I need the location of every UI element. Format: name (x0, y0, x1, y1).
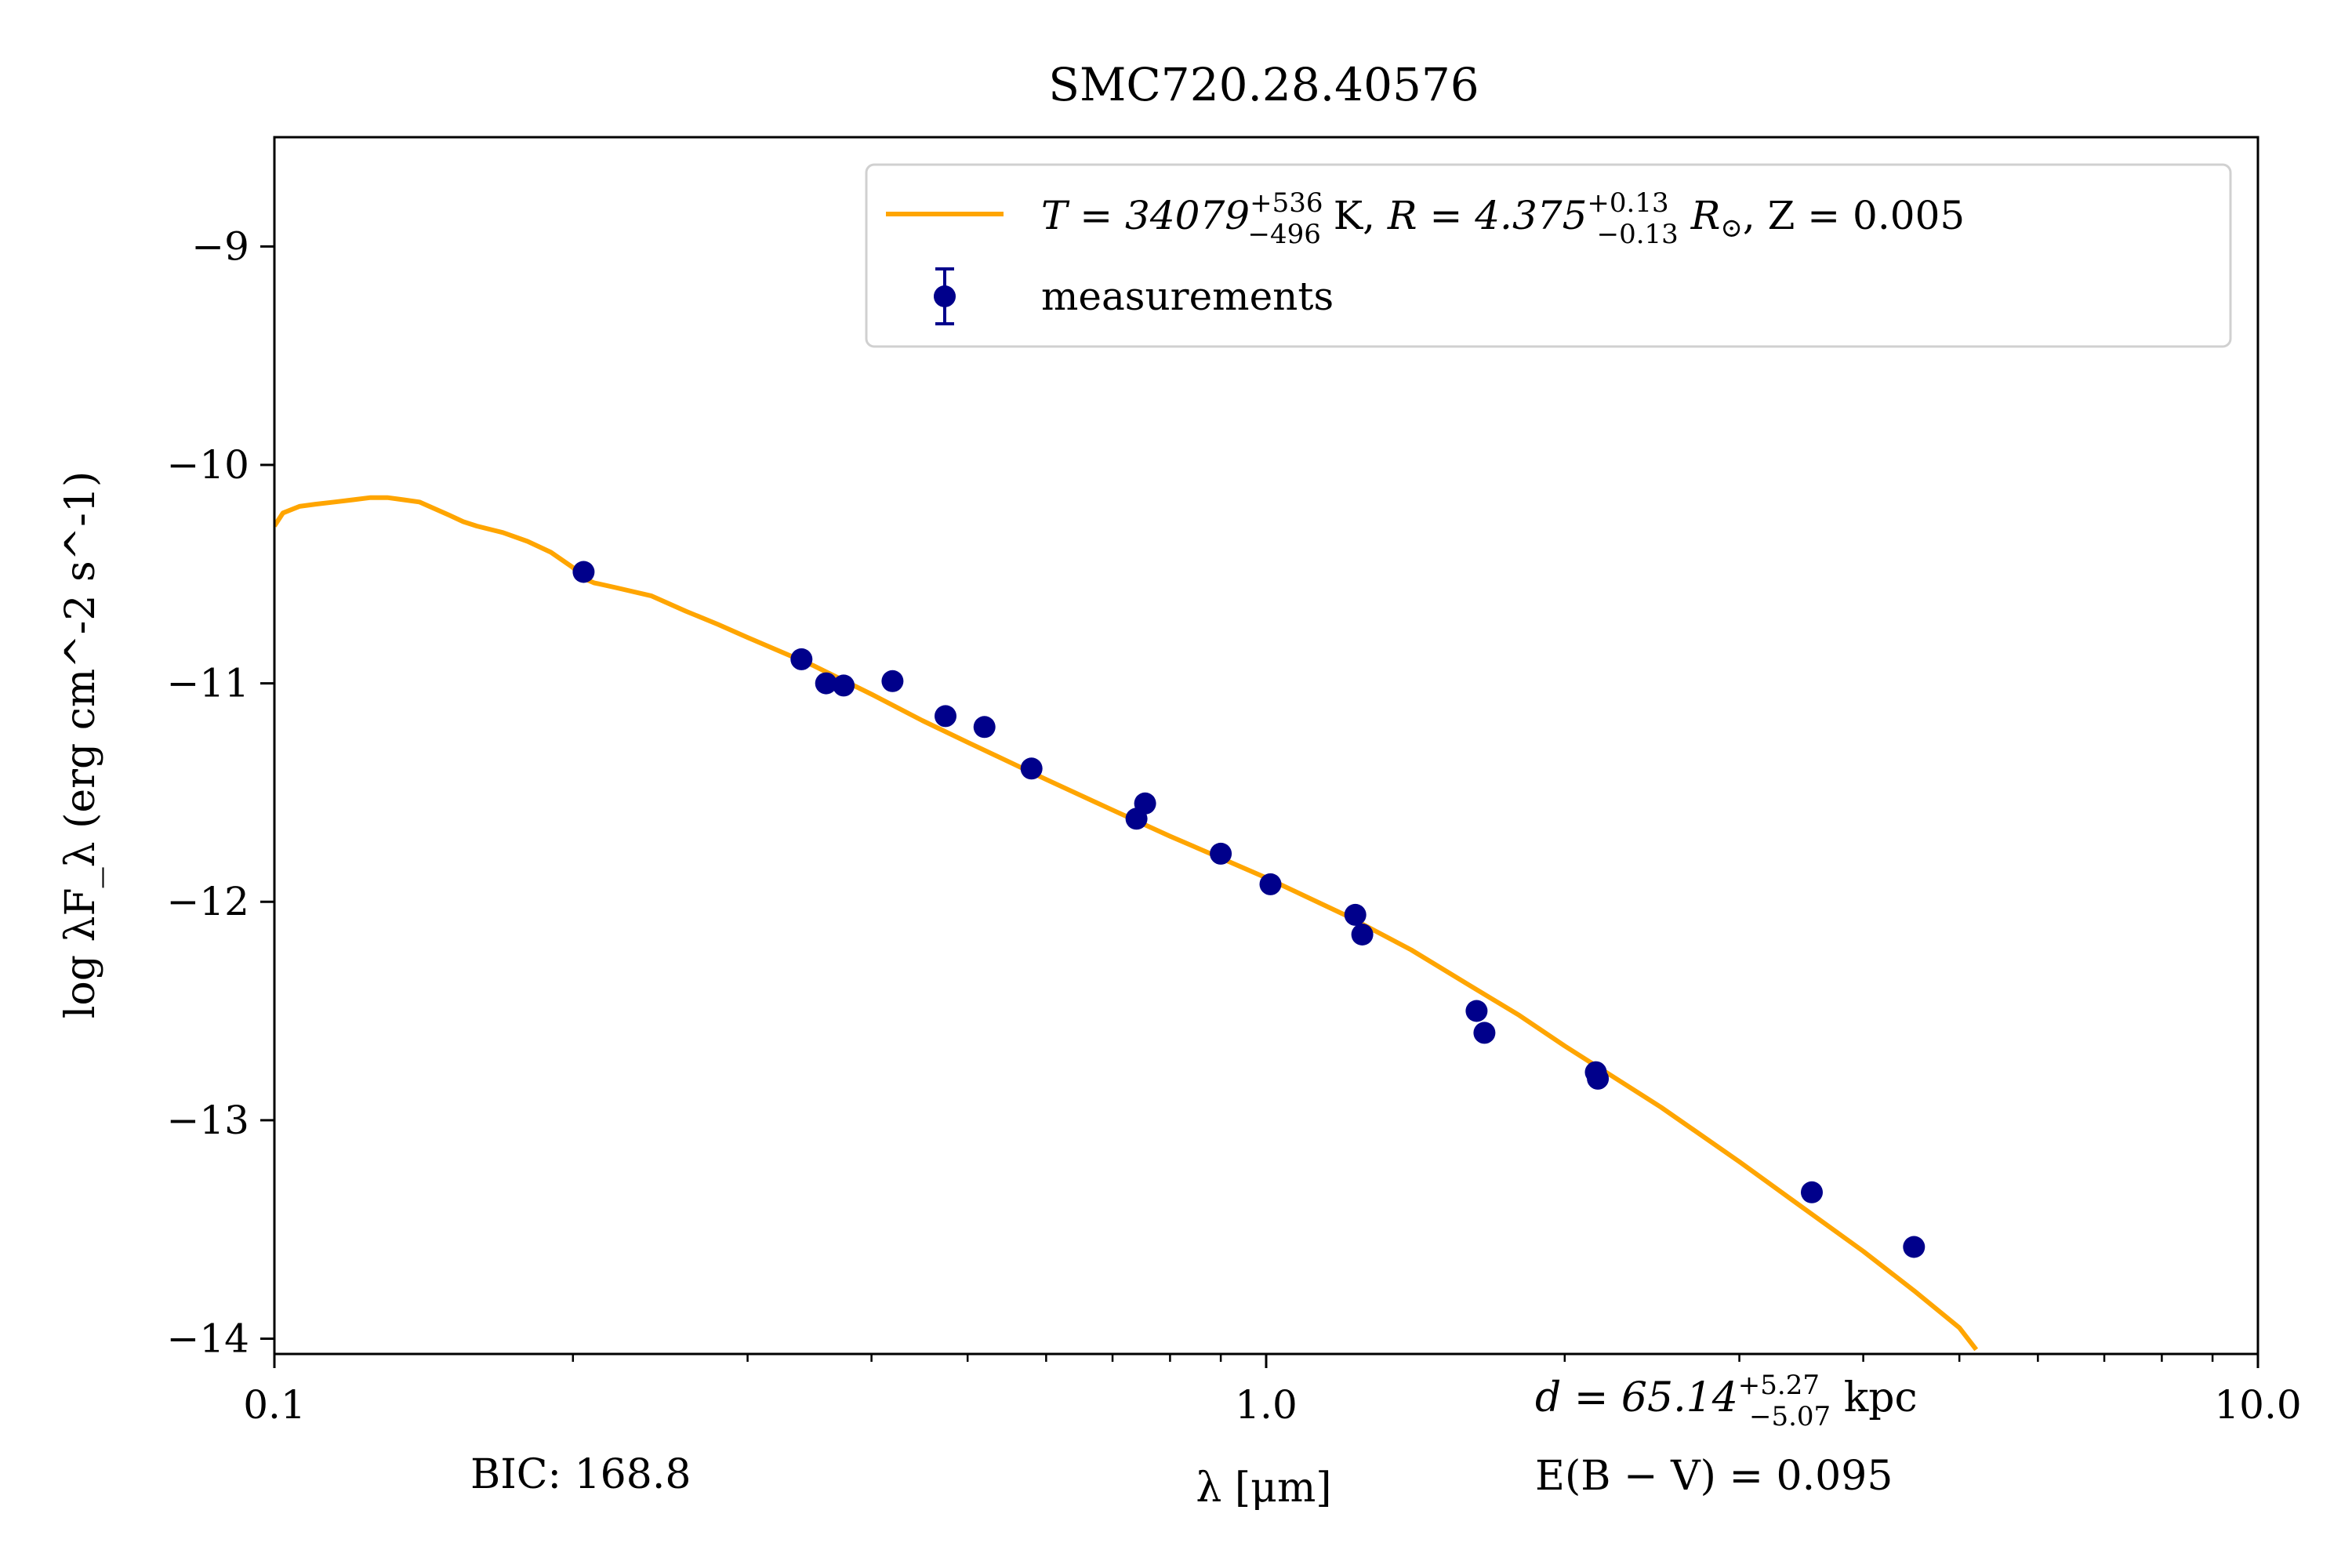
y-tick-label: −9 (191, 223, 249, 269)
x-tick-label: 1.0 (1235, 1382, 1298, 1428)
measurement-point (935, 705, 956, 728)
model-line (274, 495, 1979, 1352)
y-axis-label-text: log λF_λ (erg cm^-2 s^-1) (57, 471, 104, 1018)
measurement-point (973, 716, 996, 739)
legend-model-label: T = 34079+536 −496 K, R = 4.375+0.13 −0.13… (1041, 187, 1965, 250)
measurement-point (1344, 903, 1367, 926)
measurement-points (572, 561, 1926, 1258)
x-tick-label: 10.0 (2214, 1382, 2301, 1428)
bic-annotation: BIC: 168.8 (470, 1451, 691, 1498)
y-axis-ticks: −9 −10 −11 −12 −13 −14 (166, 223, 274, 1361)
x-tick-label: 0.1 (243, 1382, 306, 1428)
measurement-point (1587, 1067, 1610, 1090)
measurement-point (1020, 757, 1043, 780)
legend-measurement-marker (934, 267, 956, 325)
measurement-point (1134, 792, 1156, 815)
x-axis-ticks: 0.1 1.0 10.0 (243, 1354, 2302, 1428)
measurement-point (1351, 924, 1374, 946)
measurement-point (790, 648, 813, 670)
chart-title: SMC720.28.40576 (1048, 58, 1479, 111)
plot-area: 0.1 1.0 10.0 −9 −10 −11 −12 −13 −14 (166, 136, 2302, 1428)
y-tick-label: −13 (166, 1098, 249, 1143)
measurement-point (1210, 842, 1232, 865)
measurement-point (1903, 1236, 1926, 1258)
measurement-point (1473, 1022, 1496, 1044)
measurement-point (572, 561, 595, 583)
measurement-point (1801, 1181, 1823, 1203)
legend-measurements-label: measurements (1041, 274, 1334, 319)
y-tick-label: −11 (166, 661, 249, 706)
y-axis-label: log λF_λ (erg cm^-2 s^-1) (57, 471, 104, 1018)
measurement-point (1465, 1000, 1488, 1022)
distance-annotation: d = 65.14+5.27 −5.07 kpc (1535, 1370, 1918, 1432)
y-tick-label: −10 (166, 442, 249, 488)
measurement-point (815, 672, 837, 695)
y-tick-label: −14 (166, 1316, 249, 1361)
measurement-point (833, 674, 855, 697)
ebv-annotation: E(B − V) = 0.095 (1535, 1453, 1893, 1500)
legend-box (865, 163, 2232, 348)
x-axis-label: λ [μm] (1196, 1465, 1331, 1512)
measurement-point (1259, 873, 1282, 895)
legend: T = 34079+536 −496 K, R = 4.375+0.13 −0.13… (865, 163, 2232, 348)
y-tick-label: −12 (166, 879, 249, 924)
measurement-point (881, 670, 904, 692)
